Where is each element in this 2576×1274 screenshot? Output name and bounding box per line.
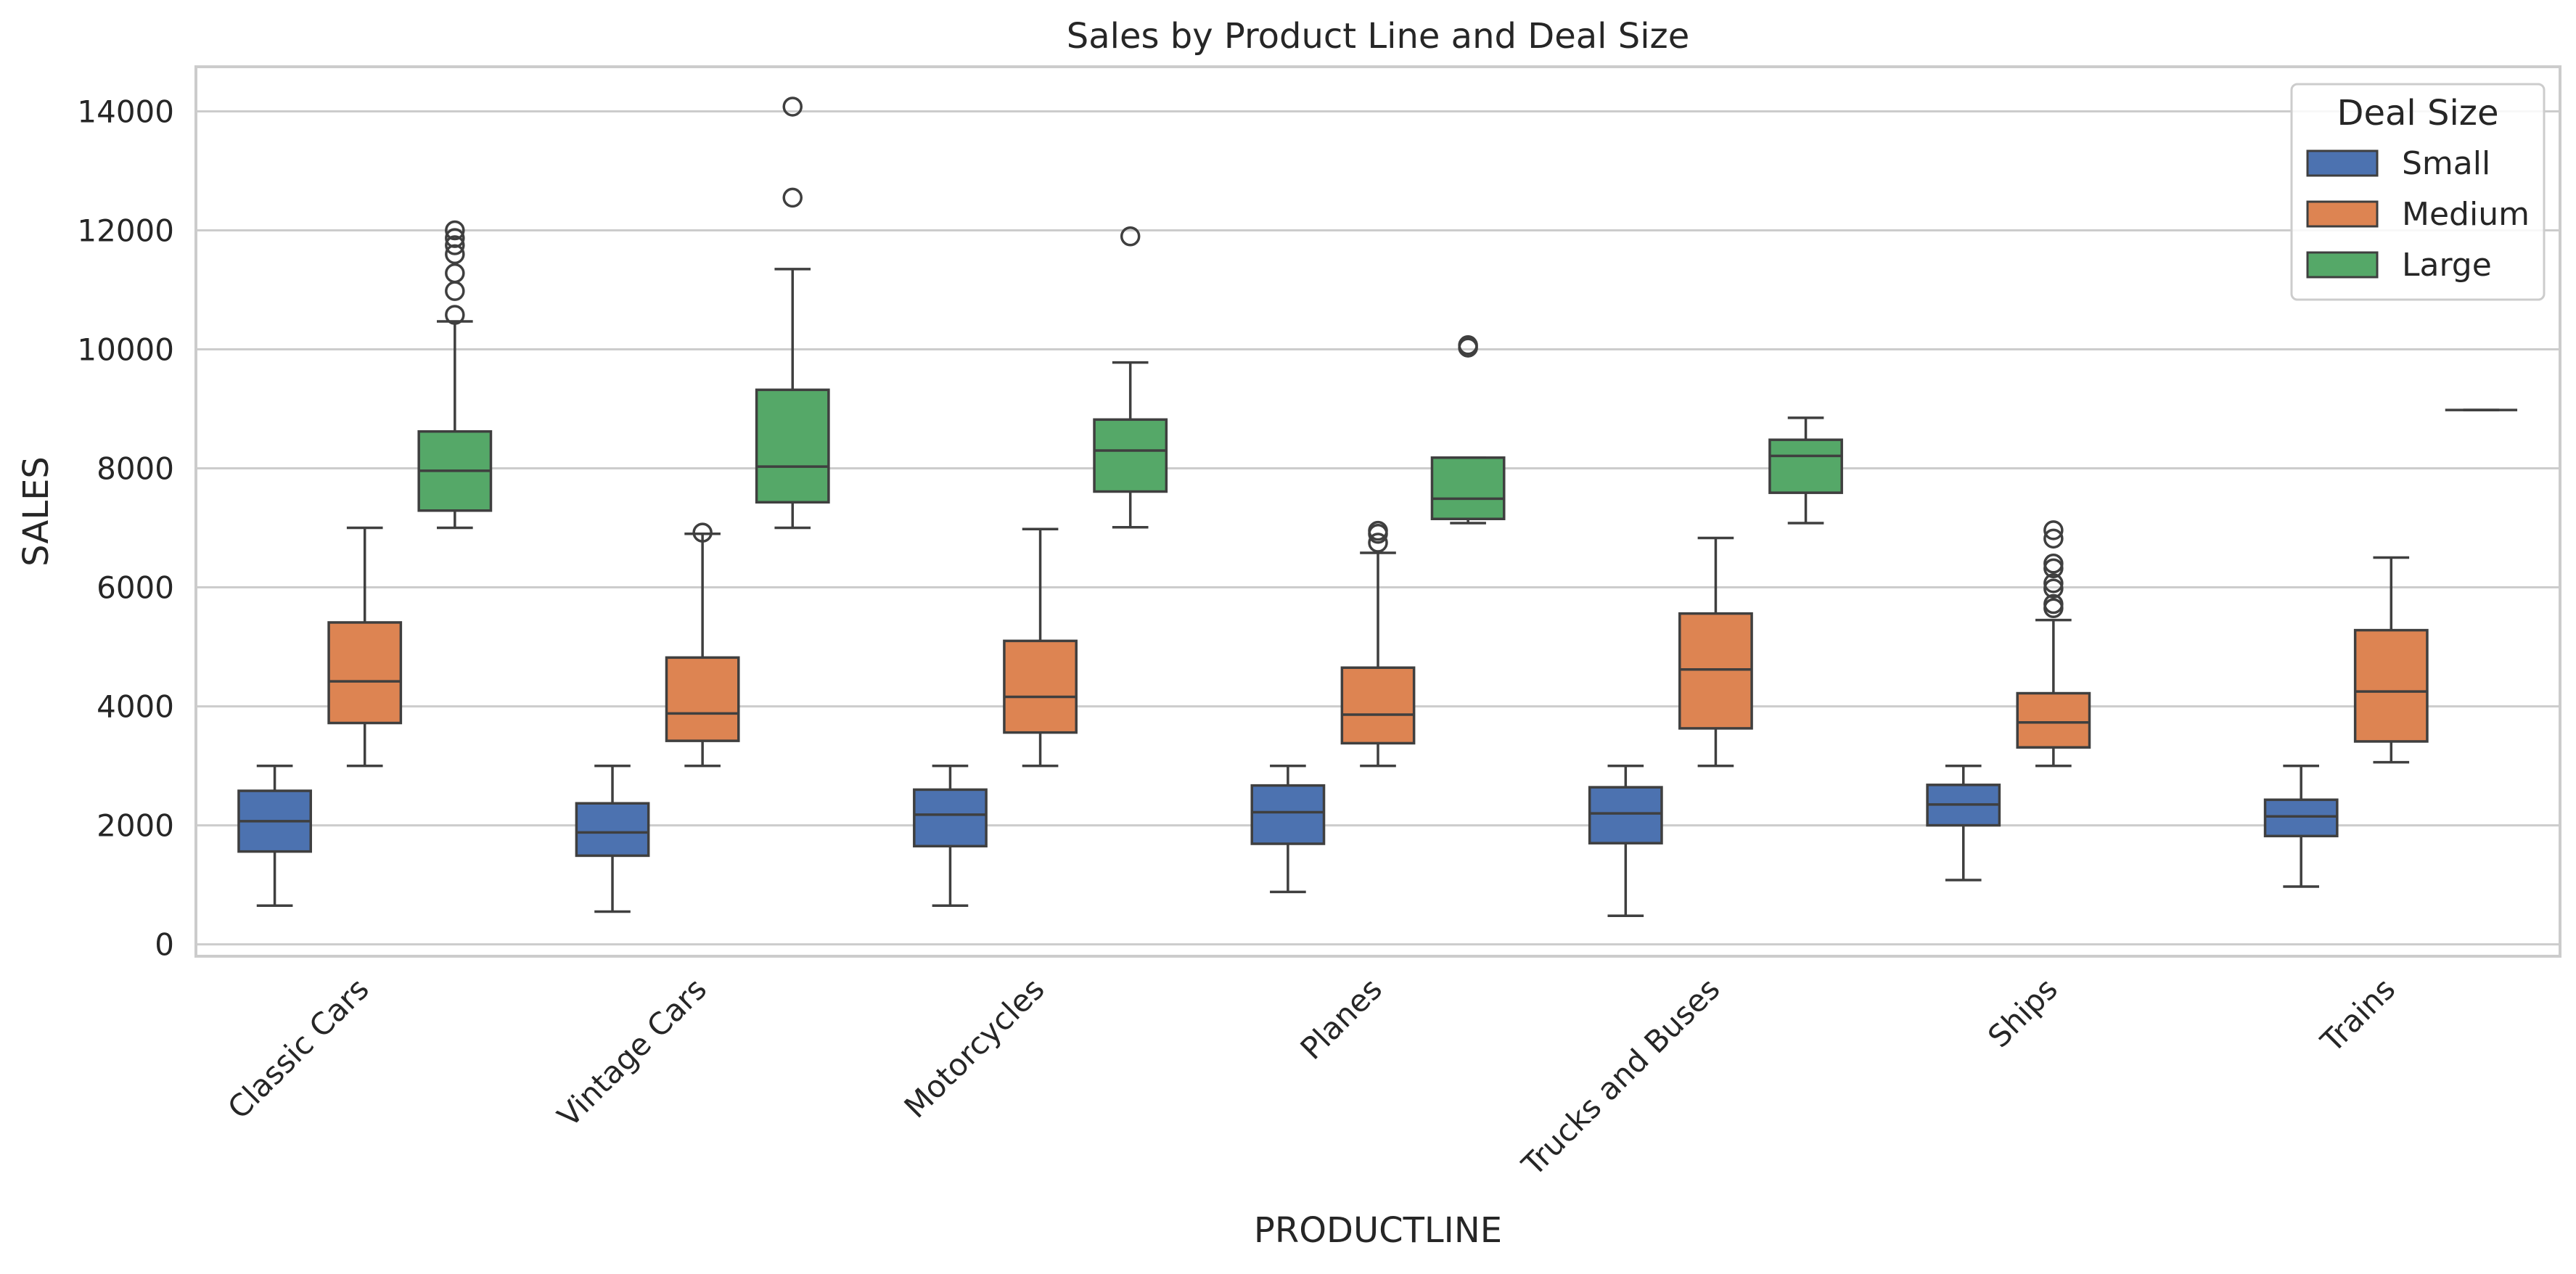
legend-swatch	[2306, 149, 2379, 177]
box-vintage-cars-medium	[665, 522, 740, 768]
outlier-point	[445, 244, 465, 265]
legend-swatch	[2306, 251, 2379, 279]
category-group-motorcycles	[913, 226, 1168, 908]
plot-area-frame	[194, 65, 2561, 958]
box-planes-small	[1250, 764, 1326, 894]
box-iqr	[2263, 798, 2339, 838]
box-classic-cars-large	[417, 220, 493, 530]
outlier-point	[1368, 520, 1388, 541]
legend-item-medium: Medium	[2306, 196, 2530, 233]
box-classic-cars-small	[237, 764, 312, 908]
outlier-point	[2043, 578, 2064, 599]
y-tick-label: 12000	[77, 213, 174, 249]
box-classic-cars-medium	[327, 526, 403, 768]
box-planes-medium	[1340, 520, 1416, 768]
y-axis-label: SALES	[16, 456, 57, 567]
box-iqr	[1588, 786, 1663, 844]
box-trucks-and-buses-medium	[1678, 536, 1753, 768]
y-tick-label: 10000	[77, 332, 174, 368]
box-iqr	[1678, 612, 1753, 730]
category-group-planes	[1250, 335, 1506, 894]
outlier-point	[1120, 226, 1141, 247]
box-vintage-cars-small	[575, 764, 650, 913]
outlier-point	[2043, 520, 2064, 541]
y-tick-labels: 0 2000 4000 6000 8000 10000 12000 14000	[77, 94, 174, 963]
legend-title: Deal Size	[2337, 93, 2498, 133]
outlier-point	[445, 220, 465, 241]
y-tick-label: 8000	[97, 451, 174, 487]
outlier-point	[445, 228, 465, 248]
legend-item-small: Small	[2306, 145, 2490, 182]
box-layer	[237, 96, 2518, 917]
legend-label: Small	[2402, 145, 2490, 182]
box-trains-small	[2263, 764, 2339, 888]
box-iqr	[327, 621, 403, 725]
outlier-point	[1458, 335, 1478, 356]
outlier-point	[692, 522, 713, 543]
box-trucks-and-buses-small	[1588, 764, 1663, 917]
outlier-point	[445, 235, 465, 255]
box-iqr	[1003, 639, 1078, 734]
y-tick-label: 4000	[97, 689, 174, 725]
legend-item-large: Large	[2306, 247, 2492, 284]
box-iqr	[1430, 456, 1506, 521]
legend-label: Medium	[2402, 196, 2530, 233]
chart-title: Sales by Product Line and Deal Size	[1067, 16, 1690, 57]
category-group-trains	[2263, 408, 2518, 888]
y-tick-label: 0	[155, 927, 174, 963]
box-iqr	[575, 802, 650, 858]
legend: Deal Size Small Medium Large	[2290, 83, 2546, 301]
outlier-point	[782, 96, 803, 117]
box-planes-large	[1430, 335, 1506, 525]
box-ships-medium	[2016, 520, 2091, 768]
box-motorcycles-small	[913, 764, 988, 908]
legend-swatch	[2306, 200, 2379, 228]
category-group-trucks-and-buses	[1588, 416, 1843, 917]
outlier-point	[2043, 593, 2064, 615]
box-iqr	[755, 388, 830, 504]
outlier-point	[445, 305, 465, 325]
legend-frame	[2290, 83, 2546, 301]
box-ships-small	[1926, 764, 2001, 881]
box-motorcycles-medium	[1003, 527, 1078, 768]
category-group-vintage-cars	[575, 96, 830, 913]
y-tick-label: 6000	[97, 570, 174, 606]
box-iqr	[913, 788, 988, 848]
outlier-point	[2043, 528, 2064, 549]
box-vintage-cars-large	[755, 96, 830, 530]
legend-label: Large	[2402, 247, 2492, 284]
box-iqr	[1250, 784, 1326, 845]
box-trains-medium	[2353, 556, 2429, 764]
outlier-point	[1368, 533, 1388, 553]
y-tick-label: 2000	[97, 808, 174, 844]
box-iqr	[1768, 438, 1843, 494]
category-group-ships	[1926, 520, 2091, 881]
y-tick-label: 14000	[77, 94, 174, 130]
box-trucks-and-buses-large	[1768, 416, 1843, 525]
x-axis-label: PRODUCTLINE	[1254, 1210, 1502, 1251]
category-group-classic-cars	[237, 220, 493, 908]
box-iqr	[2016, 691, 2091, 749]
box-iqr	[665, 656, 740, 742]
outlier-point	[2043, 573, 2064, 593]
box-motorcycles-large	[1093, 226, 1168, 529]
outlier-point	[782, 187, 803, 208]
legend-items: Small Medium Large	[2306, 145, 2530, 284]
box-iqr	[1340, 666, 1416, 745]
box-iqr	[2353, 628, 2429, 743]
box-iqr	[1093, 418, 1168, 493]
outlier-point	[2043, 554, 2064, 574]
outlier-point	[445, 263, 465, 284]
